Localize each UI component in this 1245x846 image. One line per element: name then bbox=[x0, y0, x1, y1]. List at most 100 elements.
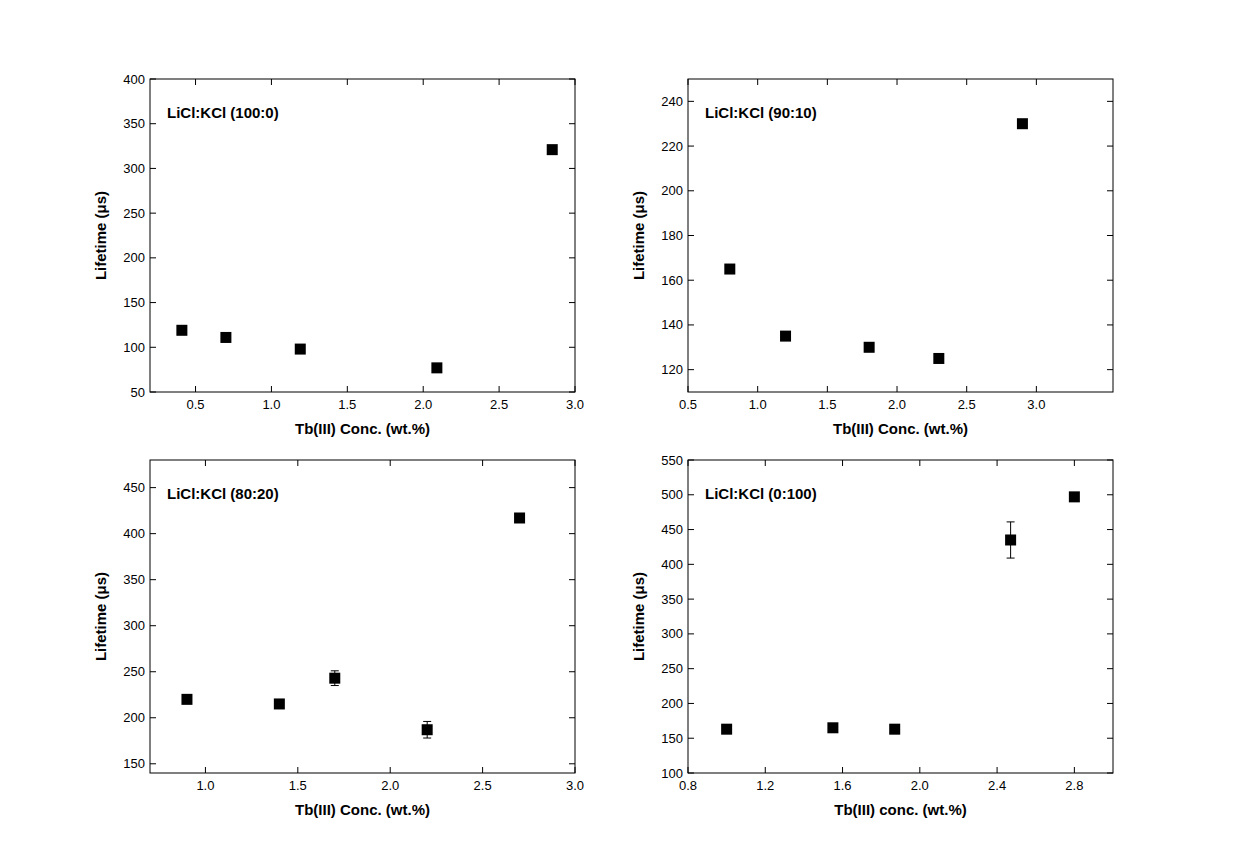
panel: 0.51.01.52.02.53.05010015020025030035040… bbox=[92, 72, 584, 438]
y-tick-label: 350 bbox=[123, 572, 145, 587]
panel: 1.01.52.02.53.0150200250300350400450LiCl… bbox=[92, 460, 584, 818]
point bbox=[780, 331, 791, 342]
y-tick bbox=[150, 625, 156, 626]
y-tick-label: 100 bbox=[123, 340, 145, 355]
x-tick-label: 3.0 bbox=[566, 778, 584, 793]
y-tick-label: 140 bbox=[661, 317, 683, 332]
y-tick bbox=[150, 392, 156, 393]
y-tick bbox=[150, 168, 156, 169]
x-tick-label: 2.8 bbox=[1065, 778, 1083, 793]
y-tick bbox=[688, 280, 694, 281]
point bbox=[724, 264, 735, 275]
y-tick-label: 150 bbox=[123, 295, 145, 310]
x-tick bbox=[757, 386, 758, 392]
y-tick bbox=[688, 633, 694, 634]
x-tick-label: 2.4 bbox=[988, 778, 1006, 793]
x-tick bbox=[271, 386, 272, 392]
error-cap bbox=[331, 685, 339, 686]
x-tick-label: 2.0 bbox=[911, 778, 929, 793]
x-tick-top bbox=[827, 79, 828, 85]
x-tick bbox=[1074, 767, 1075, 773]
y-tick-label: 200 bbox=[661, 183, 683, 198]
error-cap bbox=[1007, 521, 1015, 522]
panel: 0.51.01.52.02.53.0120140160180200220240L… bbox=[630, 79, 1113, 437]
plot-frame bbox=[150, 79, 575, 392]
y-tick-label: 200 bbox=[123, 710, 145, 725]
y-tick-right bbox=[569, 302, 575, 303]
x-tick-label: 3.0 bbox=[1027, 397, 1045, 412]
plot-frame bbox=[688, 79, 1113, 392]
x-tick-label: 1.2 bbox=[756, 778, 774, 793]
y-tick-right bbox=[1107, 235, 1113, 236]
x-tick bbox=[482, 767, 483, 773]
x-tick-top bbox=[688, 460, 689, 466]
y-tick-label: 300 bbox=[661, 626, 683, 641]
y-tick-right bbox=[1107, 668, 1113, 669]
y-tick-right bbox=[569, 257, 575, 258]
y-tick-label: 120 bbox=[661, 362, 683, 377]
y-tick bbox=[150, 347, 156, 348]
y-tick bbox=[688, 494, 694, 495]
x-tick-label: 2.0 bbox=[381, 778, 399, 793]
y-tick bbox=[150, 79, 156, 80]
y-tick-label: 400 bbox=[661, 557, 683, 572]
y-tick-label: 350 bbox=[661, 592, 683, 607]
x-tick-top bbox=[765, 460, 766, 466]
point bbox=[864, 342, 875, 353]
y-tick-right bbox=[569, 533, 575, 534]
y-axis-label: Lifetime (μs) bbox=[630, 572, 647, 661]
panel-title: LiCl:KCl (100:0) bbox=[167, 104, 279, 121]
y-tick-label: 250 bbox=[123, 206, 145, 221]
point bbox=[889, 724, 900, 735]
panel: 0.81.21.62.02.42.81001502002503003504004… bbox=[630, 453, 1113, 819]
x-tick-top bbox=[919, 460, 920, 466]
x-tick-top bbox=[271, 79, 272, 85]
y-tick bbox=[688, 324, 694, 325]
y-tick bbox=[150, 763, 156, 764]
y-tick bbox=[688, 529, 694, 530]
data-group bbox=[181, 512, 525, 738]
y-tick-right bbox=[569, 487, 575, 488]
y-tick bbox=[150, 487, 156, 488]
x-tick bbox=[195, 386, 196, 392]
x-tick-top bbox=[575, 79, 576, 85]
x-tick bbox=[765, 767, 766, 773]
point bbox=[329, 673, 340, 684]
x-tick-top bbox=[997, 460, 998, 466]
point bbox=[721, 724, 732, 735]
y-tick-label: 250 bbox=[661, 661, 683, 676]
x-tick-top bbox=[195, 79, 196, 85]
x-tick-label: 1.5 bbox=[289, 778, 307, 793]
y-tick bbox=[688, 738, 694, 739]
x-tick-top bbox=[842, 460, 843, 466]
x-tick bbox=[297, 767, 298, 773]
y-tick-right bbox=[569, 763, 575, 764]
y-tick-label: 450 bbox=[661, 522, 683, 537]
y-tick-label: 150 bbox=[123, 756, 145, 771]
x-tick-top bbox=[757, 79, 758, 85]
x-tick-top bbox=[482, 460, 483, 466]
y-tick-label: 400 bbox=[123, 72, 145, 87]
x-tick-label: 2.0 bbox=[414, 397, 432, 412]
panel-title: LiCl:KCl (90:10) bbox=[705, 104, 817, 121]
y-tick-label: 220 bbox=[661, 139, 683, 154]
point bbox=[933, 353, 944, 364]
y-tick-label: 550 bbox=[661, 453, 683, 468]
y-tick bbox=[688, 703, 694, 704]
y-tick-right bbox=[569, 347, 575, 348]
x-tick-top bbox=[297, 460, 298, 466]
y-axis-label: Lifetime (μs) bbox=[92, 191, 109, 280]
error-cap bbox=[423, 721, 431, 722]
y-tick-label: 300 bbox=[123, 161, 145, 176]
y-tick bbox=[150, 302, 156, 303]
point bbox=[181, 694, 192, 705]
y-tick-right bbox=[569, 168, 575, 169]
y-tick-label: 240 bbox=[661, 94, 683, 109]
point bbox=[547, 144, 558, 155]
x-axis-label: Tb(III) Conc. (wt.%) bbox=[833, 420, 968, 437]
point bbox=[514, 512, 525, 523]
y-tick bbox=[688, 460, 694, 461]
panel-title: LiCl:KCl (80:20) bbox=[167, 485, 279, 502]
x-tick-label: 0.5 bbox=[186, 397, 204, 412]
y-tick bbox=[688, 235, 694, 236]
